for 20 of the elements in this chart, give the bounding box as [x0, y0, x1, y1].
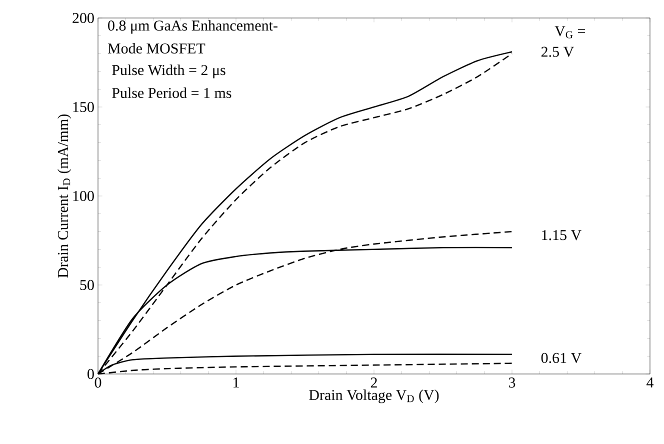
y-tick-label: 50 [80, 280, 94, 290]
annotation: Pulse Width = 2 μs [112, 64, 226, 78]
x-tick-label: 0 [94, 378, 102, 388]
annotation: Mode MOSFET [108, 42, 206, 54]
x-tick-label: 1 [234, 378, 239, 388]
annotation: 0.61 V [541, 352, 582, 364]
y-tick-label: 0 [88, 368, 94, 380]
x-tick-label: 4 [646, 378, 654, 388]
y-tick-label: 200 [72, 12, 94, 24]
x-tick-label: 3 [508, 378, 516, 388]
annotation: Pulse Period = 1 ms [112, 87, 232, 98]
y-tick-label: 150 [73, 102, 94, 112]
annotation: V$_{G}$ = [554, 26, 585, 38]
annotation: 1.15 V [542, 230, 582, 240]
y-tick-label: 100 [73, 190, 94, 202]
x-axis-title: Drain Voltage V$_{D}$ (V) [309, 390, 439, 404]
annotation: 0.8 μm GaAs Enhancement- [108, 20, 278, 34]
y-axis-title: Drain Current I$_{D}$ (mA/mm) [58, 114, 72, 278]
x-tick-label: 2 [370, 378, 377, 388]
annotation: 2.5 V [541, 46, 574, 57]
